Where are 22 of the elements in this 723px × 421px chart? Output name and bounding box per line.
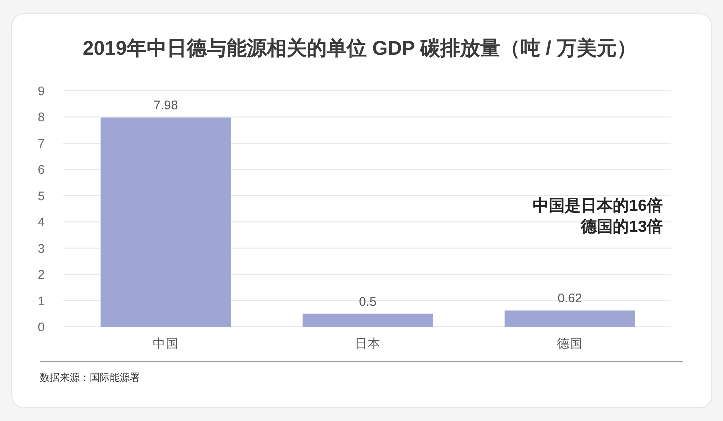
y-tick-label: 9 [38,84,46,98]
data-label: 7.98 [154,98,178,113]
data-label: 0.5 [359,294,377,309]
bar [504,310,636,327]
bar [302,314,434,327]
x-tick-label: 德国 [557,337,583,351]
source-note: 数据来源：国际能源署 [40,372,140,384]
x-tick-label: 日本 [355,337,381,351]
y-tick-label: 7 [38,136,46,151]
chart-title: 2019年中日德与能源相关的单位 GDP 碳排放量（吨 / 万美元） [83,37,637,60]
y-tick-label: 1 [38,294,46,308]
y-tick-label: 0 [38,320,46,334]
y-tick-label: 4 [38,216,46,230]
annotation: 中国是日本的16倍德国的13倍 [533,197,663,236]
y-tick-label: 2 [38,268,46,282]
bar [100,118,232,327]
data-label: 0.62 [558,292,582,306]
x-tick-label: 中国 [153,337,179,351]
y-tick-label: 3 [38,242,46,256]
y-tick-label: 8 [38,110,46,125]
y-tick-label: 6 [38,163,46,178]
y-tick-label: 5 [38,189,46,204]
